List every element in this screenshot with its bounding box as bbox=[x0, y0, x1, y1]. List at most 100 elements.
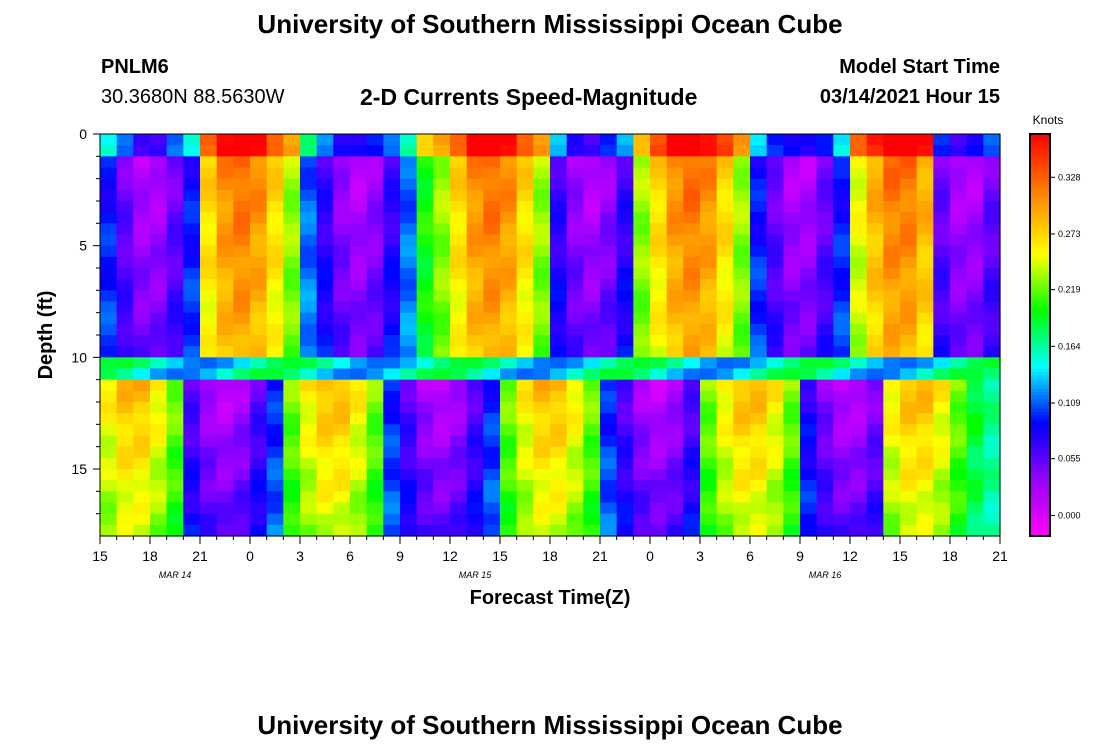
heatmap-cell bbox=[116, 379, 134, 392]
heatmap-cell bbox=[350, 323, 368, 336]
heatmap-cell bbox=[900, 446, 918, 459]
heatmap-cell bbox=[866, 368, 884, 381]
heatmap-cell bbox=[983, 145, 1001, 157]
heatmap-cell bbox=[366, 223, 384, 236]
heatmap-cell bbox=[750, 435, 768, 448]
heatmap-cell bbox=[733, 457, 751, 470]
heatmap-cell bbox=[116, 156, 134, 169]
heatmap-cell bbox=[783, 502, 801, 515]
heatmap-cell bbox=[816, 301, 834, 314]
heatmap-cell bbox=[633, 312, 651, 325]
heatmap-cell bbox=[966, 290, 984, 303]
heatmap-cell bbox=[900, 212, 918, 224]
heatmap-cell bbox=[383, 145, 401, 157]
heatmap-cell bbox=[383, 234, 401, 247]
x-tick-label: 12 bbox=[442, 548, 458, 564]
heatmap-cell bbox=[900, 524, 918, 537]
heatmap-cell bbox=[316, 457, 334, 470]
heatmap-cell bbox=[950, 402, 968, 414]
heatmap-cell bbox=[233, 491, 251, 504]
heatmap-cell bbox=[100, 245, 118, 258]
heatmap-cell bbox=[483, 513, 501, 526]
heatmap-cell bbox=[450, 279, 468, 291]
heatmap-cell bbox=[666, 245, 684, 258]
heatmap-cell bbox=[233, 413, 251, 425]
x-tick-label: 0 bbox=[646, 548, 654, 564]
heatmap-cell bbox=[733, 390, 751, 403]
heatmap-cell bbox=[800, 491, 818, 504]
heatmap-cell bbox=[333, 390, 351, 403]
heatmap-cell bbox=[750, 223, 768, 236]
heatmap-cell bbox=[883, 368, 901, 381]
heatmap-cell bbox=[950, 201, 968, 213]
heatmap-cell bbox=[150, 223, 168, 236]
heatmap-cell bbox=[266, 167, 284, 180]
heatmap-cell bbox=[283, 435, 301, 448]
heatmap-cell bbox=[166, 156, 184, 169]
heatmap-cell bbox=[983, 368, 1001, 381]
heatmap-cell bbox=[933, 491, 951, 504]
colorbar-segment bbox=[1030, 134, 1050, 138]
heatmap-cell bbox=[600, 446, 618, 459]
heatmap-cell bbox=[566, 223, 584, 236]
heatmap-cell bbox=[516, 457, 534, 470]
heatmap-cell bbox=[833, 357, 851, 370]
heatmap-cell bbox=[666, 446, 684, 459]
heatmap-cell bbox=[233, 290, 251, 303]
heatmap-cell bbox=[716, 167, 734, 180]
heatmap-cell bbox=[950, 357, 968, 370]
heatmap-cell bbox=[833, 156, 851, 169]
heatmap-cell bbox=[550, 357, 568, 370]
heatmap-cell bbox=[100, 156, 118, 169]
heatmap-cell bbox=[950, 245, 968, 258]
heatmap-cell bbox=[716, 201, 734, 213]
heatmap-cell bbox=[333, 480, 351, 492]
heatmap-cell bbox=[733, 312, 751, 325]
heatmap-cell bbox=[116, 256, 134, 269]
heatmap-cell bbox=[166, 469, 184, 481]
heatmap-cell bbox=[116, 178, 134, 191]
heatmap-cell bbox=[416, 346, 434, 358]
heatmap-cell bbox=[933, 245, 951, 258]
heatmap-cell bbox=[716, 368, 734, 381]
heatmap-cell bbox=[933, 346, 951, 358]
heatmap-cell bbox=[966, 279, 984, 291]
heatmap-cell bbox=[416, 424, 434, 437]
heatmap-cell bbox=[333, 424, 351, 437]
heatmap-cell bbox=[450, 435, 468, 448]
heatmap-cell bbox=[300, 469, 318, 481]
heatmap-cell bbox=[166, 223, 184, 236]
heatmap-cell bbox=[683, 312, 701, 325]
heatmap-cell bbox=[350, 145, 368, 157]
heatmap-cell bbox=[200, 368, 218, 381]
heatmap-cell bbox=[216, 480, 234, 492]
heatmap-cell bbox=[550, 502, 568, 515]
heatmap-cell bbox=[466, 189, 484, 202]
heatmap-cell bbox=[433, 502, 451, 515]
heatmap-cell bbox=[966, 368, 984, 381]
heatmap-cell bbox=[233, 480, 251, 492]
heatmap-cell bbox=[750, 346, 768, 358]
heatmap-cell bbox=[116, 524, 134, 537]
colorbar-segment bbox=[1030, 351, 1050, 356]
heatmap-cell bbox=[233, 145, 251, 157]
heatmap-cell bbox=[550, 402, 568, 414]
heatmap-cell bbox=[283, 134, 301, 146]
colorbar-segment bbox=[1030, 525, 1050, 530]
heatmap-cell bbox=[316, 413, 334, 425]
heatmap-cell bbox=[300, 156, 318, 169]
heatmap-cell bbox=[250, 178, 268, 191]
heatmap-cell bbox=[633, 424, 651, 437]
heatmap-cell bbox=[316, 524, 334, 537]
heatmap-cell bbox=[200, 379, 218, 392]
heatmap-cell bbox=[750, 256, 768, 269]
heatmap-cell bbox=[883, 457, 901, 470]
heatmap-cell bbox=[583, 268, 601, 280]
heatmap-cell bbox=[616, 335, 634, 347]
heatmap-cell bbox=[666, 457, 684, 470]
colorbar-segment bbox=[1030, 190, 1050, 195]
heatmap-cell bbox=[266, 290, 284, 303]
heatmap-cell bbox=[450, 256, 468, 269]
heatmap-cell bbox=[850, 167, 868, 180]
heatmap-cell bbox=[466, 312, 484, 325]
